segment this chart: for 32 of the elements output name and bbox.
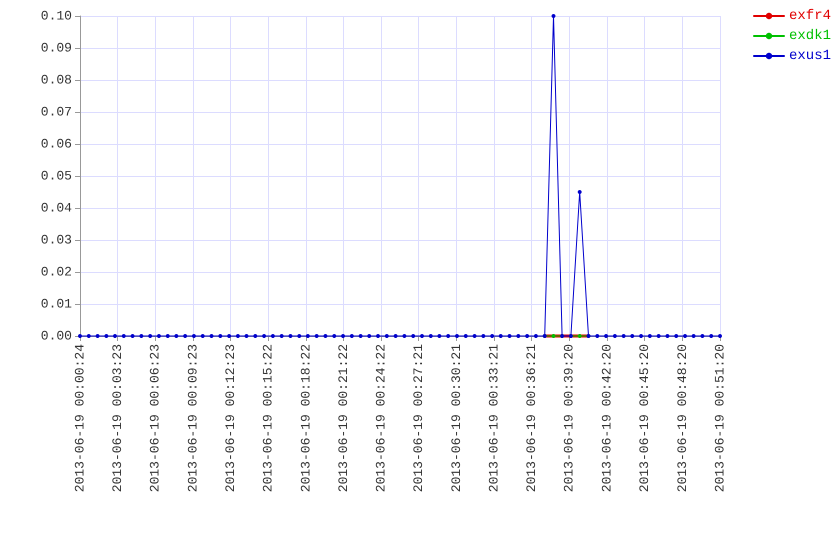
y-tick-label: 0.07 — [40, 104, 72, 120]
y-tick-label: 0.01 — [40, 296, 72, 312]
x-tick-label: 2013-06-19 00:36:21 — [524, 344, 540, 492]
y-tick-label: 0.04 — [40, 200, 72, 216]
x-tick-label: 2013-06-19 00:09:23 — [185, 344, 200, 492]
x-tick-label: 2013-06-19 00:00:24 — [72, 344, 88, 492]
x-tick-label: 2013-06-19 00:03:23 — [110, 344, 125, 492]
x-tick-label: 2013-06-19 00:51:20 — [712, 344, 728, 492]
y-tick-label: 0.00 — [40, 328, 72, 344]
x-tick-label: 2013-06-19 00:30:21 — [448, 344, 464, 492]
x-tick-label: 2013-06-19 00:21:22 — [336, 344, 351, 492]
x-tick-label: 2013-06-19 00:33:21 — [486, 344, 502, 492]
x-tick-label: 2013-06-19 00:48:20 — [674, 344, 690, 492]
y-tick-label: 0.02 — [40, 264, 72, 280]
x-tick-label: 2013-06-19 00:45:20 — [637, 344, 652, 492]
x-tick-label: 2013-06-19 00:27:21 — [411, 344, 426, 492]
y-tick-label: 0.03 — [40, 232, 72, 248]
y-tick-label: 0.05 — [40, 168, 72, 184]
legend-label: exfr4 — [788, 8, 832, 24]
y-tick-label: 0.06 — [40, 136, 72, 152]
x-tick-label: 2013-06-19 00:39:20 — [562, 344, 577, 492]
y-tick-label: 0.10 — [40, 8, 72, 24]
x-tick-label: 2013-06-19 00:12:23 — [223, 344, 238, 492]
y-tick-label: 0.08 — [40, 72, 72, 88]
x-tick-label: 2013-06-19 00:42:20 — [599, 344, 614, 492]
legend-label: exus1 — [788, 48, 832, 64]
x-tick-label: 2013-06-19 00:18:22 — [298, 344, 314, 492]
x-tick-label: 2013-06-19 00:15:22 — [260, 344, 276, 492]
x-tick-label: 2013-06-19 00:24:22 — [374, 344, 389, 492]
legend-label: exdk1 — [788, 28, 832, 44]
y-tick-label: 0.09 — [40, 40, 72, 56]
x-tick-label: 2013-06-19 00:06:23 — [148, 344, 163, 492]
